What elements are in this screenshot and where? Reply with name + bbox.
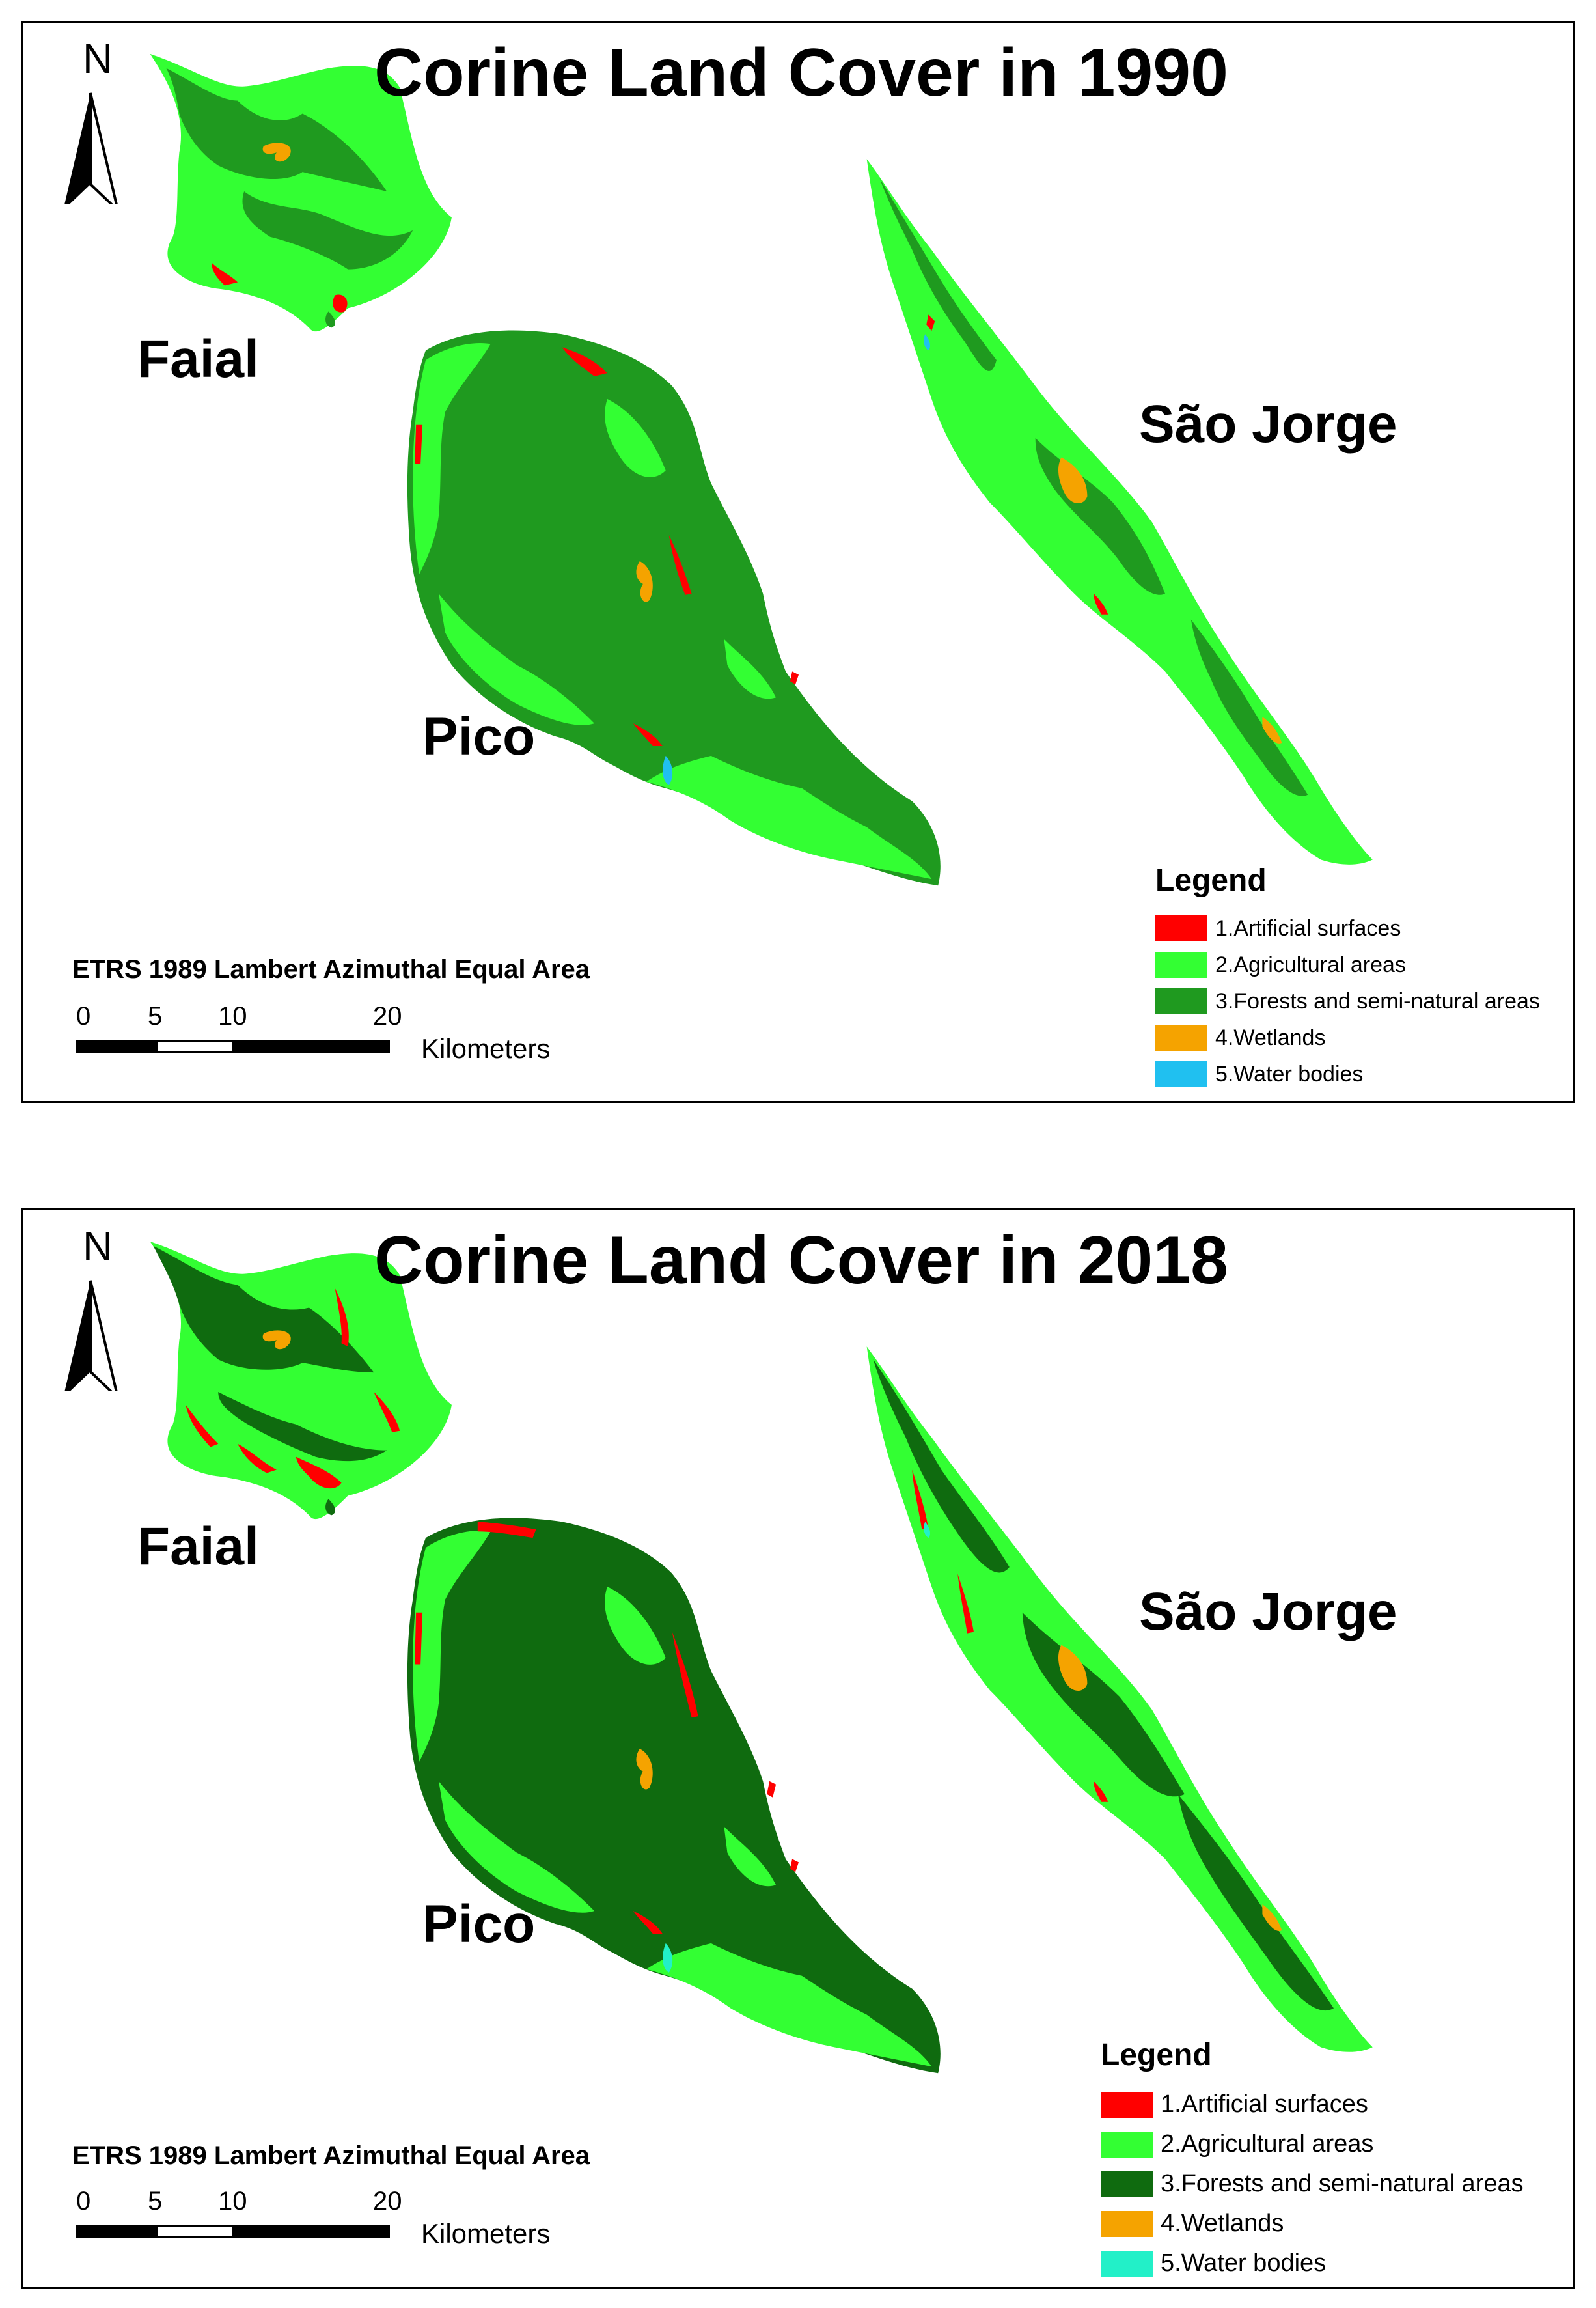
legend-label: 2.Agricultural areas bbox=[1161, 2130, 1374, 2158]
scale-tick-0: 0 bbox=[76, 2187, 91, 2216]
legend: Legend 1.Artificial surfaces 2.Agricultu… bbox=[1155, 863, 1540, 1092]
scale-tick-5: 5 bbox=[148, 1002, 163, 1031]
map-title: Corine Land Cover in 2018 bbox=[374, 1223, 1228, 1298]
north-label: N bbox=[83, 1223, 113, 1270]
scale-segment-2 bbox=[156, 2225, 234, 2238]
faial-island bbox=[150, 1241, 452, 1520]
scale-tick-20: 20 bbox=[373, 1002, 402, 1031]
legend-label: 5.Water bodies bbox=[1161, 2249, 1327, 2277]
scale-segment-2 bbox=[156, 1040, 234, 1053]
scale-units: Kilometers bbox=[421, 2218, 551, 2249]
legend-swatch bbox=[1155, 1061, 1207, 1087]
legend-item-water: 5.Water bodies bbox=[1101, 2244, 1524, 2283]
land-cover-map-1990 bbox=[150, 53, 1373, 886]
legend-item-wetlands: 4.Wetlands bbox=[1155, 1020, 1540, 1056]
scale-tick-5: 5 bbox=[148, 2187, 163, 2216]
sao-jorge-label: São Jorge bbox=[1139, 395, 1397, 454]
legend-swatch bbox=[1101, 2250, 1153, 2277]
legend-label: 2.Agricultural areas bbox=[1215, 952, 1406, 977]
sao-jorge-label: São Jorge bbox=[1139, 1582, 1397, 1641]
legend-item-forests: 3.Forests and semi-natural areas bbox=[1101, 2164, 1524, 2204]
legend-label: 4.Wetlands bbox=[1215, 1025, 1326, 1050]
north-label: N bbox=[83, 35, 113, 82]
legend-item-water: 5.Water bodies bbox=[1155, 1056, 1540, 1092]
legend-label: 1.Artificial surfaces bbox=[1161, 2091, 1368, 2118]
pico-island bbox=[407, 1518, 941, 2074]
scale-tick-10: 10 bbox=[218, 1002, 247, 1031]
legend-swatch bbox=[1101, 2131, 1153, 2158]
legend-label: 5.Water bodies bbox=[1215, 1061, 1364, 1087]
legend-title: Legend bbox=[1155, 863, 1267, 898]
scale-bar: 0 5 10 20 Kilometers bbox=[76, 2187, 550, 2252]
map-title: Corine Land Cover in 1990 bbox=[374, 35, 1228, 111]
projection-label: ETRS 1989 Lambert Azimuthal Equal Area bbox=[72, 2141, 590, 2170]
scale-bar: 0 5 10 20 Kilometers bbox=[76, 1002, 550, 1067]
legend-swatch bbox=[1101, 2171, 1153, 2197]
legend-label: 4.Wetlands bbox=[1161, 2210, 1284, 2237]
north-arrow-icon bbox=[64, 1280, 118, 1391]
north-arrow-icon bbox=[64, 92, 118, 204]
map-panel-2018: N Corine Land Cover in 2018 Faial Pico S… bbox=[21, 1208, 1575, 2289]
legend-swatch bbox=[1155, 1025, 1207, 1051]
legend-item-artificial: 1.Artificial surfaces bbox=[1155, 910, 1540, 947]
legend-item-artificial: 1.Artificial surfaces bbox=[1101, 2085, 1524, 2124]
pico-label: Pico bbox=[422, 707, 536, 766]
pico-label: Pico bbox=[422, 1895, 536, 1954]
faial-label: Faial bbox=[137, 1517, 259, 1576]
legend-label: 1.Artificial surfaces bbox=[1215, 915, 1401, 941]
scale-tick-10: 10 bbox=[218, 2187, 247, 2216]
north-arrow: N bbox=[50, 35, 122, 204]
land-cover-map-2018 bbox=[150, 1241, 1373, 2074]
scale-segment-1 bbox=[76, 2225, 156, 2238]
legend-label: 3.Forests and semi-natural areas bbox=[1215, 988, 1540, 1014]
pico-island bbox=[407, 330, 941, 886]
faial-island bbox=[150, 53, 452, 332]
legend: Legend 1.Artificial surfaces 2.Agricultu… bbox=[1101, 2037, 1524, 2283]
north-arrow: N bbox=[50, 1222, 122, 1391]
map-panel-1990: N Corine Land Cover in 1990 Faial Pico S… bbox=[21, 21, 1575, 1103]
legend-swatch bbox=[1101, 2210, 1153, 2237]
legend-swatch bbox=[1155, 915, 1207, 941]
legend-swatch bbox=[1155, 988, 1207, 1014]
scale-tick-0: 0 bbox=[76, 1002, 91, 1031]
scale-segment-3 bbox=[234, 2225, 390, 2238]
legend-item-wetlands: 4.Wetlands bbox=[1101, 2204, 1524, 2244]
scale-units: Kilometers bbox=[421, 1033, 551, 1064]
sao-jorge-island bbox=[866, 1346, 1373, 2052]
projection-label: ETRS 1989 Lambert Azimuthal Equal Area bbox=[72, 955, 590, 984]
legend-item-agricultural: 2.Agricultural areas bbox=[1155, 947, 1540, 983]
faial-label: Faial bbox=[137, 329, 259, 389]
legend-item-forests: 3.Forests and semi-natural areas bbox=[1155, 983, 1540, 1020]
legend-swatch bbox=[1155, 952, 1207, 978]
legend-item-agricultural: 2.Agricultural areas bbox=[1101, 2124, 1524, 2164]
scale-tick-20: 20 bbox=[373, 2187, 402, 2216]
sao-jorge-island bbox=[866, 159, 1373, 865]
scale-segment-3 bbox=[234, 1040, 390, 1053]
legend-title: Legend bbox=[1101, 2038, 1212, 2072]
legend-label: 3.Forests and semi-natural areas bbox=[1161, 2170, 1524, 2197]
scale-segment-1 bbox=[76, 1040, 156, 1053]
legend-swatch bbox=[1101, 2091, 1153, 2118]
